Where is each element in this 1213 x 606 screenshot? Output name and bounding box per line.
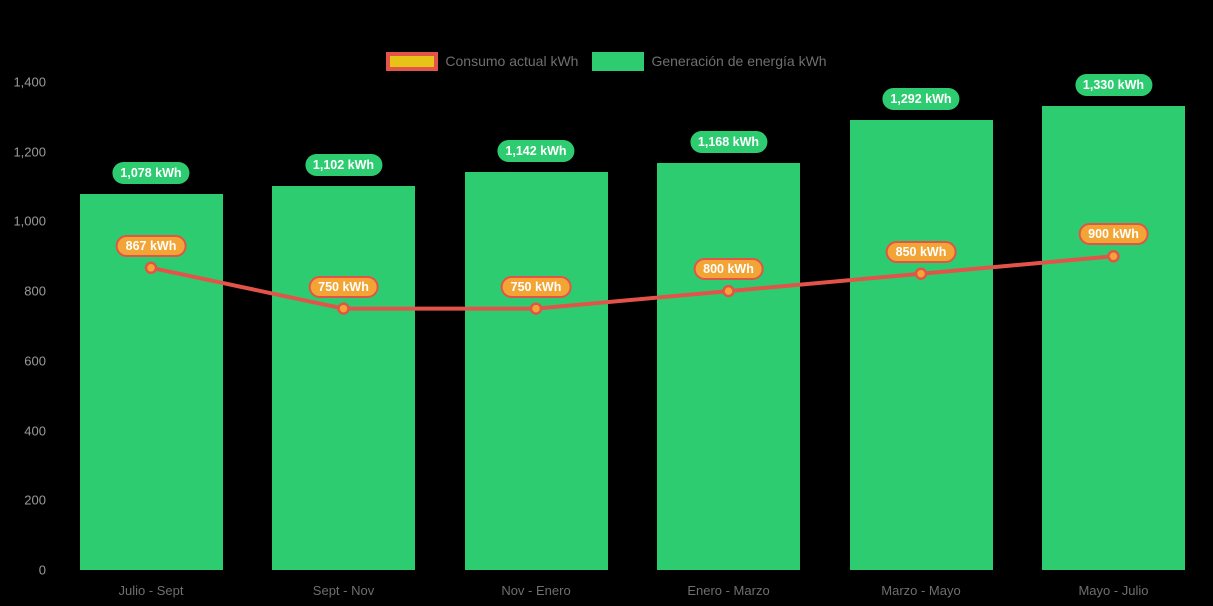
x-axis-category-label: Julio - Sept bbox=[118, 583, 184, 598]
legend-label-consumo-actual: Consumo actual kWh bbox=[445, 53, 579, 69]
consumption-point[interactable] bbox=[1107, 250, 1120, 263]
y-axis-tick-label: 800 bbox=[24, 283, 46, 299]
bar-value-label: 1,292 kWh bbox=[882, 87, 960, 110]
consumption-point[interactable] bbox=[914, 267, 928, 280]
x-axis-category-label: Nov - Enero bbox=[501, 583, 571, 598]
consumption-point[interactable] bbox=[337, 302, 350, 315]
generation-bar[interactable] bbox=[464, 171, 608, 570]
y-axis-tick-label: 1,400 bbox=[13, 74, 46, 90]
line-value-label: 850 kWh bbox=[885, 240, 957, 263]
line-series-swatch-icon bbox=[386, 51, 439, 71]
generation-bar[interactable] bbox=[79, 194, 223, 570]
x-axis-category-label: Enero - Marzo bbox=[687, 583, 770, 598]
chart-legend: Consumo actual kWh Generación de energía… bbox=[0, 51, 1213, 71]
bar-series-swatch-icon bbox=[592, 51, 645, 71]
bar-value-label: 1,142 kWh bbox=[497, 139, 575, 162]
y-axis-tick-label: 1,000 bbox=[13, 213, 46, 229]
x-axis-category-label: Marzo - Mayo bbox=[881, 583, 961, 598]
generation-bar[interactable] bbox=[1042, 106, 1185, 570]
consumption-point[interactable] bbox=[529, 302, 543, 315]
bar-value-label: 1,330 kWh bbox=[1074, 74, 1153, 97]
line-value-label: 867 kWh bbox=[115, 234, 187, 257]
legend-label-generacion-energia: Generación de energía kWh bbox=[651, 53, 827, 69]
consumption-point[interactable] bbox=[144, 261, 158, 275]
legend-item-generacion-energia[interactable]: Generación de energía kWh bbox=[592, 51, 827, 71]
generation-bar[interactable] bbox=[272, 185, 415, 570]
y-axis-tick-label: 200 bbox=[24, 492, 46, 508]
bar-value-label: 1,168 kWh bbox=[689, 130, 768, 153]
bar-value-label: 1,102 kWh bbox=[304, 153, 383, 176]
x-axis-category-label: Sept - Nov bbox=[312, 583, 375, 598]
consumption-line bbox=[150, 254, 1114, 311]
x-axis-category-label: Mayo - Julio bbox=[1078, 583, 1149, 598]
line-value-label: 900 kWh bbox=[1078, 223, 1149, 246]
consumption-point[interactable] bbox=[722, 284, 735, 298]
generation-bar[interactable] bbox=[849, 119, 993, 570]
y-axis-tick-label: 0 bbox=[38, 562, 46, 578]
y-axis-tick-label: 400 bbox=[24, 423, 46, 439]
y-axis-tick-label: 1,200 bbox=[13, 144, 46, 160]
legend-item-consumo-actual[interactable]: Consumo actual kWh bbox=[386, 51, 579, 71]
line-value-label: 750 kWh bbox=[500, 275, 572, 298]
generation-bar[interactable] bbox=[657, 162, 800, 570]
y-axis-tick-label: 600 bbox=[24, 353, 46, 369]
line-value-label: 750 kWh bbox=[308, 275, 379, 298]
line-value-label: 800 kWh bbox=[693, 258, 764, 281]
bar-value-label: 1,078 kWh bbox=[112, 162, 190, 185]
